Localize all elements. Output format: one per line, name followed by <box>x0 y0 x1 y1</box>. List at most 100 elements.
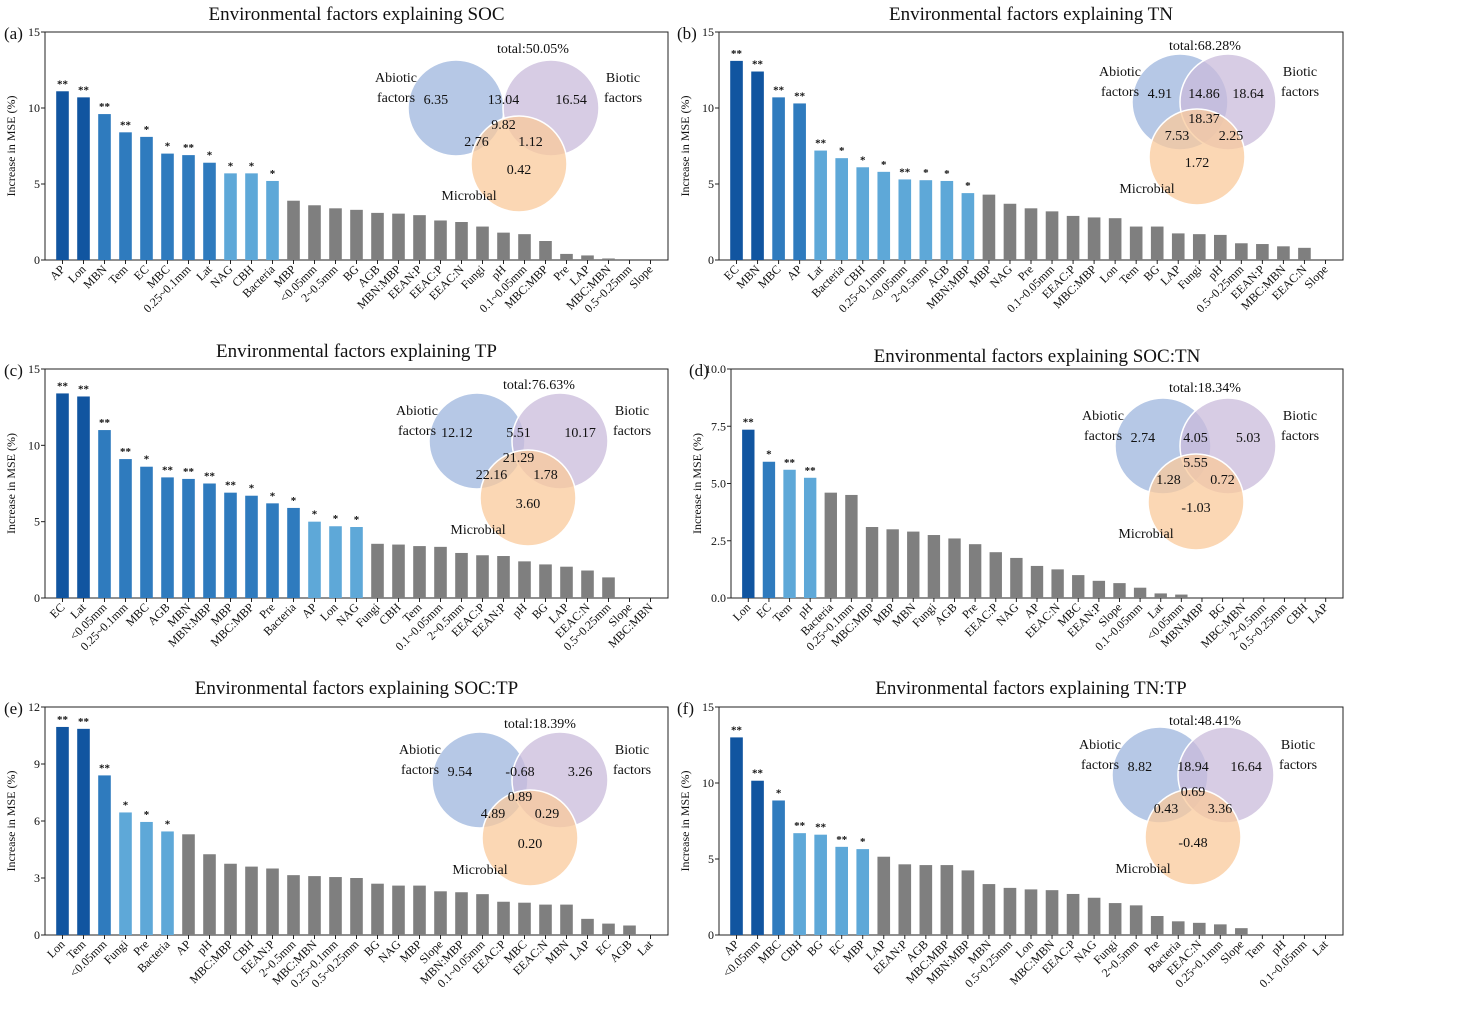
bar <box>287 200 300 260</box>
bar <box>772 97 785 260</box>
bar <box>1010 557 1023 598</box>
x-tick-label: Fungi <box>1175 262 1205 292</box>
x-tick-label: Lon <box>1097 262 1121 286</box>
abiotic-label: factors <box>401 763 439 778</box>
significance-mark: ** <box>57 78 69 90</box>
venn-all-three: 0.69 <box>1181 785 1206 800</box>
venn-abiotic-biotic: 18.94 <box>1177 760 1209 775</box>
abiotic-label: factors <box>1101 85 1139 100</box>
biotic-label: Biotic <box>615 404 649 419</box>
biotic-label: Biotic <box>615 743 649 758</box>
x-tick-label: CBH <box>777 937 805 965</box>
y-axis-label: Increase in MSE (%) <box>678 96 692 197</box>
significance-mark: * <box>249 483 255 495</box>
x-tick-label: Slope <box>1301 262 1330 291</box>
bar <box>140 821 153 935</box>
significance-mark: * <box>965 180 971 192</box>
venn-microbial-only: 3.60 <box>516 497 541 512</box>
bar <box>793 103 806 260</box>
venn-abiotic-only: 6.35 <box>424 93 449 108</box>
venn-abiotic-only: 8.82 <box>1128 760 1153 775</box>
bar <box>1113 583 1126 598</box>
bar <box>476 894 489 935</box>
abiotic-label: factors <box>1081 758 1119 773</box>
bar <box>919 865 933 935</box>
venn-abiotic-microbial: 4.89 <box>481 807 506 822</box>
bar <box>329 208 342 260</box>
venn-abiotic-microbial: 1.28 <box>1156 473 1181 488</box>
y-tick-label: 0 <box>708 928 714 942</box>
bar <box>1175 594 1188 598</box>
bar <box>308 521 321 598</box>
significance-mark: * <box>860 836 866 848</box>
bar <box>1171 921 1185 935</box>
panel-label: (e) <box>4 699 23 718</box>
x-tick-label: AP <box>47 262 68 283</box>
significance-mark: * <box>923 167 929 179</box>
microbial-label: Microbial <box>452 863 507 878</box>
bar <box>1235 928 1248 935</box>
venn-total: total:18.39% <box>504 717 576 732</box>
panel-label: (b) <box>677 24 697 43</box>
y-tick-label: 10.0 <box>705 362 726 376</box>
microbial-circle <box>1148 108 1246 206</box>
y-tick-label: 10 <box>28 438 40 452</box>
bar <box>907 531 920 598</box>
bar <box>1003 203 1017 260</box>
x-tick-label: BG <box>804 937 826 959</box>
bar <box>560 566 573 598</box>
significance-mark: * <box>123 799 129 811</box>
bar <box>77 97 90 260</box>
bar <box>287 507 300 598</box>
venn-abiotic-only: 12.12 <box>441 426 473 441</box>
bar <box>98 775 111 935</box>
biotic-label: factors <box>613 763 651 778</box>
venn-all-three: 9.82 <box>491 118 516 133</box>
significance-mark: * <box>144 809 150 821</box>
bar <box>940 865 954 935</box>
venn-biotic-only: 10.17 <box>564 426 596 441</box>
bar <box>1066 893 1080 935</box>
bar <box>927 535 941 598</box>
bar <box>434 546 447 598</box>
venn-biotic-microbial: 0.72 <box>1210 473 1235 488</box>
biotic-label: Biotic <box>1281 738 1315 753</box>
bar <box>287 875 300 935</box>
bar <box>982 884 996 935</box>
x-tick-label: AP <box>299 600 320 621</box>
significance-mark: ** <box>805 465 817 477</box>
bar <box>266 503 279 598</box>
bar <box>392 213 405 260</box>
significance-mark: ** <box>99 417 111 429</box>
significance-mark: ** <box>836 834 848 846</box>
venn-microbial-only: 1.72 <box>1185 156 1210 171</box>
bar <box>413 215 426 260</box>
chart-panel: Environmental factors explaining TP (c) 0 5… <box>4 341 669 653</box>
bar <box>581 255 594 260</box>
bar <box>940 180 954 260</box>
chart-title: Environmental factors explaining SOC <box>208 4 504 25</box>
bar <box>392 544 405 598</box>
venn-abiotic-only: 9.54 <box>448 765 473 780</box>
chart-title: Environmental factors explaining SOC:TP <box>195 678 518 699</box>
bar <box>783 469 796 598</box>
y-axis-label: Increase in MSE (%) <box>4 96 18 197</box>
significance-mark: * <box>165 141 171 153</box>
bar <box>203 483 216 598</box>
bar <box>602 577 615 598</box>
y-tick-label: 6 <box>34 814 40 828</box>
bar <box>203 854 216 935</box>
bar <box>497 232 510 260</box>
abiotic-label: Abiotic <box>399 743 441 758</box>
bar <box>392 885 405 935</box>
biotic-label: factors <box>613 424 651 439</box>
significance-mark: ** <box>815 822 827 834</box>
significance-mark: ** <box>120 446 132 458</box>
panel-label: (a) <box>4 24 23 43</box>
bar <box>898 864 912 935</box>
significance-mark: * <box>881 159 887 171</box>
bar <box>1129 226 1143 260</box>
bar <box>581 570 594 598</box>
microbial-label: Microbial <box>1115 862 1170 877</box>
y-tick-label: 0 <box>34 253 40 267</box>
